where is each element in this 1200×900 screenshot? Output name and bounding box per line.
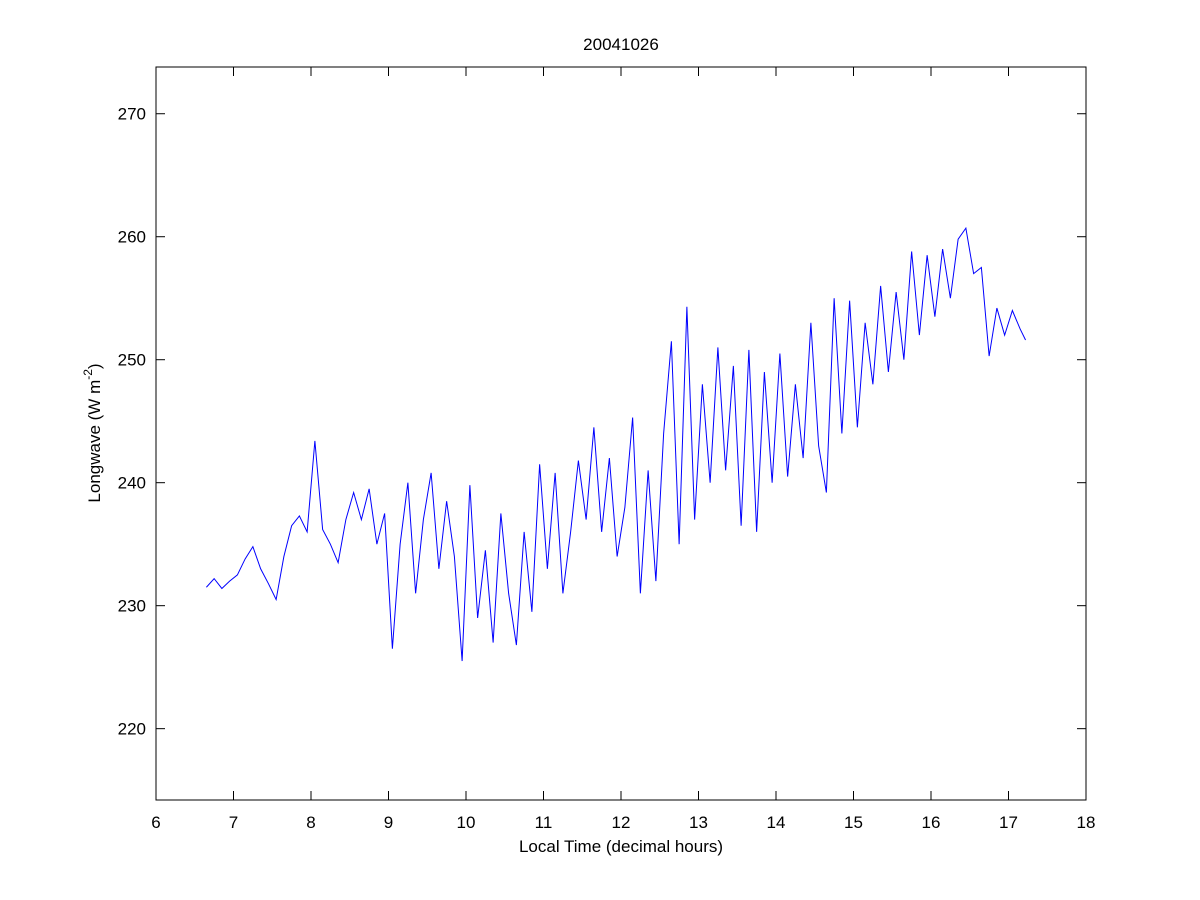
y-tick-label: 250	[118, 351, 146, 370]
x-tick-label: 8	[306, 813, 315, 832]
x-tick-label: 15	[844, 813, 863, 832]
data-line	[206, 226, 1026, 662]
y-tick-label: 230	[118, 597, 146, 616]
x-tick-label: 12	[612, 813, 631, 832]
plot-area	[155, 66, 1087, 801]
y-tick-label: 220	[118, 720, 146, 739]
x-tick-label: 9	[384, 813, 393, 832]
x-tick-label: 10	[457, 813, 476, 832]
y-label-main: Longwave (W m	[85, 380, 104, 503]
x-axis-label: Local Time (decimal hours)	[519, 837, 723, 856]
x-tick-label: 11	[535, 813, 553, 832]
x-tick-label: 6	[151, 813, 160, 832]
y-tick-label: 240	[118, 474, 146, 493]
x-tick-label: 17	[999, 813, 1018, 832]
chart-title: 20041026	[583, 35, 659, 54]
y-label-end: )	[85, 363, 104, 369]
x-tick-label: 16	[922, 813, 941, 832]
x-tick-label: 13	[689, 813, 708, 832]
y-tick-label: 270	[118, 105, 146, 124]
y-tick-label: 260	[118, 228, 146, 247]
x-tick-label: 18	[1077, 813, 1096, 832]
x-tick-label: 14	[767, 813, 786, 832]
y-label-sup: -2	[81, 369, 95, 380]
x-tick-label: 7	[229, 813, 238, 832]
y-axis-label: Longwave (W m-2)	[81, 363, 104, 502]
